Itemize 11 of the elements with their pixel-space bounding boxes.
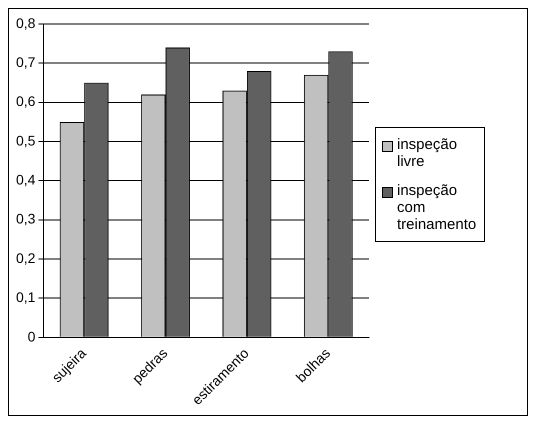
legend-label: inspeção com treinamento [397, 182, 478, 232]
y-tick-label: 0,3 [16, 210, 36, 227]
y-tick-label: 0,6 [16, 93, 36, 110]
y-tick-label: 0,5 [16, 132, 36, 148]
y-tick-label: 0,8 [16, 14, 36, 31]
y-tick-label: 0,4 [16, 172, 36, 188]
y-tick-label: 0 [28, 328, 36, 344]
y-tick-label: 0,1 [16, 289, 36, 306]
y-tick-label: 0,2 [16, 250, 36, 266]
legend-label: inspeção livre [397, 136, 458, 170]
y-tick-label: 0,7 [16, 54, 36, 70]
